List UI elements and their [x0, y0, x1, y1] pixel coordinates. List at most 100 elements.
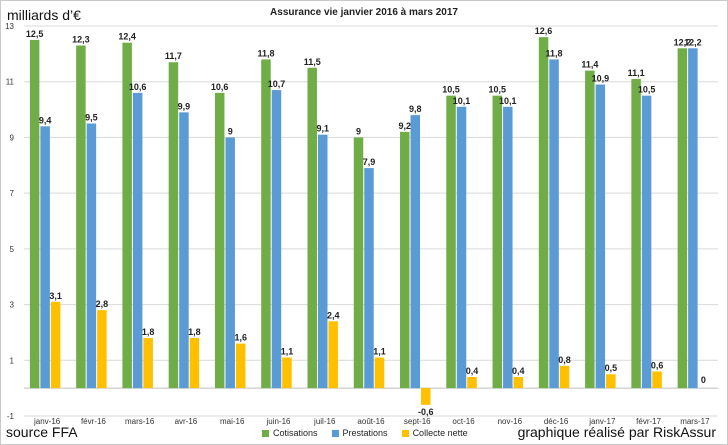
data-label-collecte-nette: 1,6 — [234, 333, 247, 343]
data-label-cotisations: 12,5 — [26, 29, 44, 39]
data-label-collecte-nette: 1,1 — [281, 347, 294, 357]
bar-cotisations — [446, 95, 456, 389]
data-label-collecte-nette: 2,8 — [96, 299, 109, 309]
bar-prestations — [179, 112, 189, 389]
bar-prestations — [317, 134, 328, 389]
legend-item-prestations: Prestations — [331, 428, 388, 438]
bar-collecte-nette — [50, 301, 61, 389]
bar-cotisations — [122, 42, 132, 389]
credit-note: graphique réalisé par RiskAssur — [517, 424, 716, 440]
bar-collecte-nette — [652, 371, 662, 389]
bar-cotisations — [492, 95, 503, 389]
bar-prestations — [595, 84, 606, 389]
bar-collecte-nette — [143, 338, 153, 389]
bar-cotisations — [29, 39, 40, 389]
y-tick-label: 13 — [5, 22, 14, 31]
legend: Cotisations Prestations Collecte nette — [262, 428, 468, 438]
data-label-prestations: 9,8 — [409, 104, 422, 114]
y-tick-label: -1 — [7, 412, 15, 421]
x-tick-label: juil-16 — [313, 417, 336, 426]
bar-prestations — [225, 137, 235, 389]
bar-cotisations — [214, 92, 225, 389]
data-label-cotisations: 9,2 — [399, 121, 412, 131]
x-tick-label: janv-16 — [33, 417, 61, 426]
bar-prestations — [271, 90, 282, 389]
bar-cotisations — [353, 137, 364, 389]
data-label-collecte-nette: -0,6 — [418, 407, 434, 417]
data-label-prestations: 10,5 — [638, 85, 656, 95]
data-label-collecte-nette: 0,4 — [466, 366, 479, 376]
legend-label-prestations: Prestations — [342, 428, 388, 438]
x-tick-label: oct-16 — [452, 417, 475, 426]
data-label-collecte-nette: 0 — [701, 375, 706, 385]
data-label-cotisations: 10,5 — [442, 85, 460, 95]
data-label-collecte-nette: 0,5 — [605, 363, 618, 373]
y-tick-label: 3 — [10, 301, 15, 310]
source-note: source FFA — [6, 424, 78, 440]
bar-collecte-nette — [97, 310, 107, 389]
bar-prestations — [549, 59, 559, 389]
bar-prestations — [364, 168, 374, 389]
data-label-collecte-nette: 0,6 — [651, 360, 664, 370]
data-label-prestations: 10,7 — [268, 79, 286, 89]
data-label-cotisations: 10,5 — [489, 85, 507, 95]
bar-cotisations — [631, 78, 641, 389]
bar-collecte-nette — [421, 388, 431, 405]
bar-cotisations — [76, 45, 86, 389]
data-label-collecte-nette: 0,4 — [512, 366, 525, 376]
x-tick-label: avr-16 — [175, 417, 198, 426]
data-label-collecte-nette: 1,1 — [373, 347, 386, 357]
bar-cotisations — [261, 59, 271, 389]
bar-prestations — [410, 115, 421, 389]
data-label-cotisations: 11,4 — [581, 60, 598, 70]
bar-collecte-nette — [559, 365, 570, 389]
x-tick-label: déc-16 — [544, 417, 569, 426]
data-label-cotisations: 11,8 — [257, 48, 274, 58]
legend-item-collecte-nette: Collecte nette — [401, 428, 468, 438]
data-label-prestations: 9,9 — [178, 101, 191, 111]
bar-collecte-nette — [235, 343, 246, 389]
x-tick-label: janv-17 — [588, 417, 616, 426]
y-tick-label: 1 — [10, 356, 15, 365]
bar-prestations — [688, 48, 698, 389]
bar-prestations — [40, 126, 50, 389]
data-label-prestations: 10,1 — [453, 96, 471, 106]
data-label-collecte-nette: 3,1 — [49, 291, 62, 301]
data-label-collecte-nette: 1,8 — [188, 327, 201, 337]
bar-prestations — [503, 106, 513, 389]
data-label-cotisations: 11,5 — [304, 57, 321, 67]
x-tick-label: févr-16 — [81, 417, 106, 426]
bar-collecte-nette — [328, 321, 338, 389]
bar-prestations — [86, 123, 97, 389]
legend-swatch-prestations — [331, 429, 339, 437]
legend-label-cotisations: Cotisations — [273, 428, 318, 438]
data-label-prestations: 12,2 — [684, 37, 702, 47]
bar-cotisations — [677, 48, 688, 389]
data-label-collecte-nette: 2,4 — [327, 310, 340, 320]
x-tick-label: juin-16 — [265, 417, 291, 426]
bar-collecte-nette — [374, 357, 385, 389]
bar-cotisations — [585, 70, 595, 389]
legend-swatch-collecte-nette — [401, 429, 409, 437]
data-label-prestations: 9 — [228, 126, 233, 136]
bar-collecte-nette — [606, 374, 616, 389]
x-tick-label: mars-16 — [125, 417, 155, 426]
data-label-cotisations: 12,3 — [72, 35, 90, 45]
data-label-cotisations: 9 — [356, 126, 361, 136]
x-tick-label: nov-16 — [498, 417, 523, 426]
data-label-cotisations: 12,4 — [118, 32, 136, 42]
data-label-prestations: 11,8 — [546, 48, 563, 58]
y-tick-label: 7 — [10, 189, 15, 198]
bar-cotisations — [538, 37, 549, 389]
bar-prestations — [641, 95, 652, 389]
x-tick-label: sept-16 — [404, 417, 431, 426]
bar-collecte-nette — [282, 357, 292, 389]
y-tick-label: 11 — [6, 78, 15, 87]
y-tick-label: 9 — [10, 133, 15, 142]
y-axis-unit-label: milliards d’€ — [7, 7, 81, 23]
chart-title: Assurance vie janvier 2016 à mars 2017 — [270, 7, 458, 18]
data-label-cotisations: 10,6 — [211, 82, 229, 92]
legend-item-cotisations: Cotisations — [262, 428, 318, 438]
data-label-prestations: 9,5 — [85, 113, 98, 123]
